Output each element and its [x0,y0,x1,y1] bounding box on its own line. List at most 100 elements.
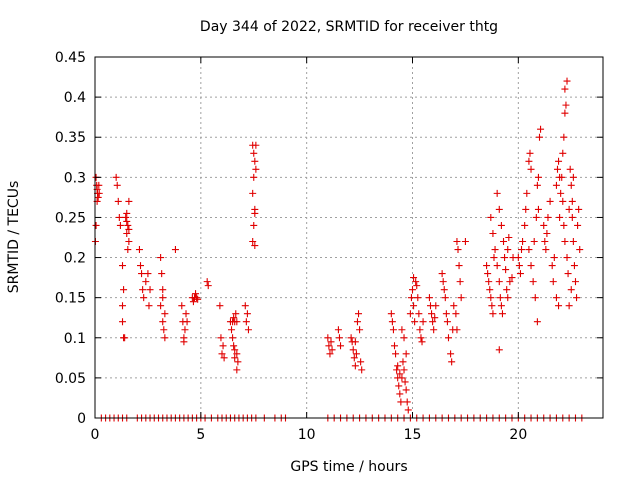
data-point-marker [457,294,465,302]
data-point-marker [183,318,191,326]
data-point-marker [531,294,539,302]
data-point-marker [244,326,252,334]
data-point-marker [544,213,552,221]
data-point-marker [193,294,201,302]
data-point-marker [529,278,537,286]
data-point-marker [410,274,418,282]
data-point-marker [555,157,563,165]
data-point-marker [411,318,419,326]
data-point-marker [393,366,401,374]
data-point-marker [526,149,534,157]
data-point-marker [563,77,571,85]
data-point-marker [399,358,407,366]
data-point-marker [534,205,542,213]
data-point-marker [358,366,366,374]
data-point-marker [516,270,524,278]
data-point-marker [334,326,342,334]
data-point-marker [483,262,491,270]
data-point-marker [171,246,179,254]
data-point-marker [568,213,576,221]
data-point-marker [488,302,496,310]
data-point-marker [489,310,497,318]
data-point-marker [523,189,531,197]
data-point-marker [217,334,225,342]
data-point-marker [395,382,403,390]
data-point-marker [412,278,420,286]
data-point-marker [429,318,437,326]
data-point-marker [233,366,241,374]
data-point-marker [487,294,495,302]
data-point-marker [495,346,503,354]
data-point-marker [402,386,410,394]
data-point-marker [388,318,396,326]
data-point-marker [116,221,124,229]
data-point-marker [534,173,542,181]
data-point-marker [571,278,579,286]
data-point-marker [112,173,120,181]
data-point-marker [234,358,242,366]
data-point-marker [250,149,258,157]
data-point-marker [444,334,452,342]
y-tick-label: 0.2 [64,251,86,267]
data-point-marker [416,326,424,334]
data-point-marker [455,262,463,270]
data-point-marker [119,318,127,326]
data-point-marker [493,189,501,197]
data-point-marker [519,238,527,246]
data-point-marker [251,209,259,217]
data-point-marker [527,262,535,270]
data-point-marker [561,85,569,93]
data-point-marker [403,398,411,406]
data-point-marker [231,354,239,362]
data-point-marker [559,149,567,157]
data-point-marker [441,294,449,302]
data-point-marker [157,302,165,310]
data-point-marker [113,181,121,189]
data-point-marker [396,390,404,398]
data-point-marker [123,217,131,225]
data-point-marker [94,193,102,201]
data-point-marker [533,181,541,189]
data-point-marker [447,350,455,358]
data-point-marker [401,378,409,386]
data-point-marker [505,234,513,241]
data-point-marker [490,254,498,262]
data-point-marker [349,346,357,354]
data-point-marker [561,109,569,117]
data-point-marker [243,310,251,318]
y-tick-label: 0.3 [64,170,86,186]
y-tick-label: 0.1 [64,331,86,347]
data-point-marker [391,342,399,350]
data-point-marker [123,229,131,237]
data-point-marker [121,334,129,342]
data-point-marker [387,310,395,318]
data-point-marker [352,350,360,358]
data-point-marker [553,165,561,173]
data-point-marker [181,326,189,334]
data-point-marker [351,338,359,346]
data-point-marker [157,254,165,262]
data-point-marker [456,278,464,286]
data-point-marker [450,302,458,310]
data-point-marker [575,205,583,213]
y-tick-label: 0 [77,411,86,427]
data-point-marker [439,278,447,286]
data-point-marker [527,165,535,173]
data-point-marker [567,286,575,294]
data-point-marker [146,286,154,294]
data-point-marker [425,294,433,302]
data-point-marker [122,213,130,221]
y-tick-label: 0.05 [55,371,86,387]
data-point-marker [486,286,494,294]
data-point-marker [530,238,538,246]
data-point-marker [357,358,365,366]
data-point-marker [398,374,406,382]
data-point-marker [389,326,397,334]
data-point-marker [115,213,123,221]
data-point-marker [125,197,133,205]
data-point-marker [489,229,497,237]
data-point-marker [543,229,551,237]
data-point-marker [219,342,227,350]
data-point-marker [120,286,128,294]
